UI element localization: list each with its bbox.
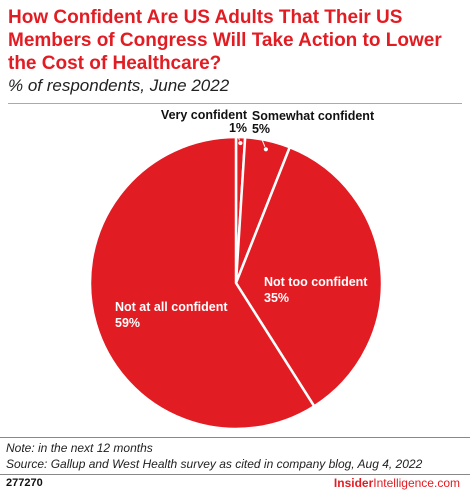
pie-slices [88, 135, 384, 431]
brand-part-3: .com [433, 476, 460, 490]
footer-divider-top [0, 437, 470, 438]
brand-part-1: Insider [333, 476, 374, 490]
chart-source: Source: Gallup and West Health survey as… [6, 457, 423, 471]
slice-value-not-at-all-confident: 59% [115, 316, 140, 330]
brand-logo[interactable]: InsiderIntelligence.com [334, 476, 460, 490]
slice-value-not-too-confident: 35% [264, 291, 289, 305]
footer-divider-bottom [0, 474, 470, 475]
chart-note: Note: in the next 12 months [6, 441, 153, 455]
slice-label-not-too-confident: Not too confident [264, 275, 368, 289]
slice-label-not-at-all-confident: Not at all confident [115, 300, 228, 314]
slice-value-somewhat-confident: 5% [252, 122, 270, 136]
chart-title: How Confident Are US Adults That Their U… [8, 7, 442, 74]
chart-id: 277270 [6, 477, 43, 489]
brand-part-2: Intelligence [373, 476, 434, 490]
header-divider [8, 103, 462, 104]
slice-label-very-confident: Very confident [161, 108, 248, 122]
pie-slice-not-too-confident [234, 146, 384, 408]
slice-label-somewhat-confident: Somewhat confident [252, 109, 375, 123]
pie-slice-not-at-all-confident [88, 135, 316, 431]
slice-value-very-confident: 1% [229, 121, 247, 135]
chart-subtitle: % of respondents, June 2022 [8, 76, 230, 95]
marker-very-confident [237, 140, 244, 146]
marker-somewhat-confident [262, 146, 269, 153]
